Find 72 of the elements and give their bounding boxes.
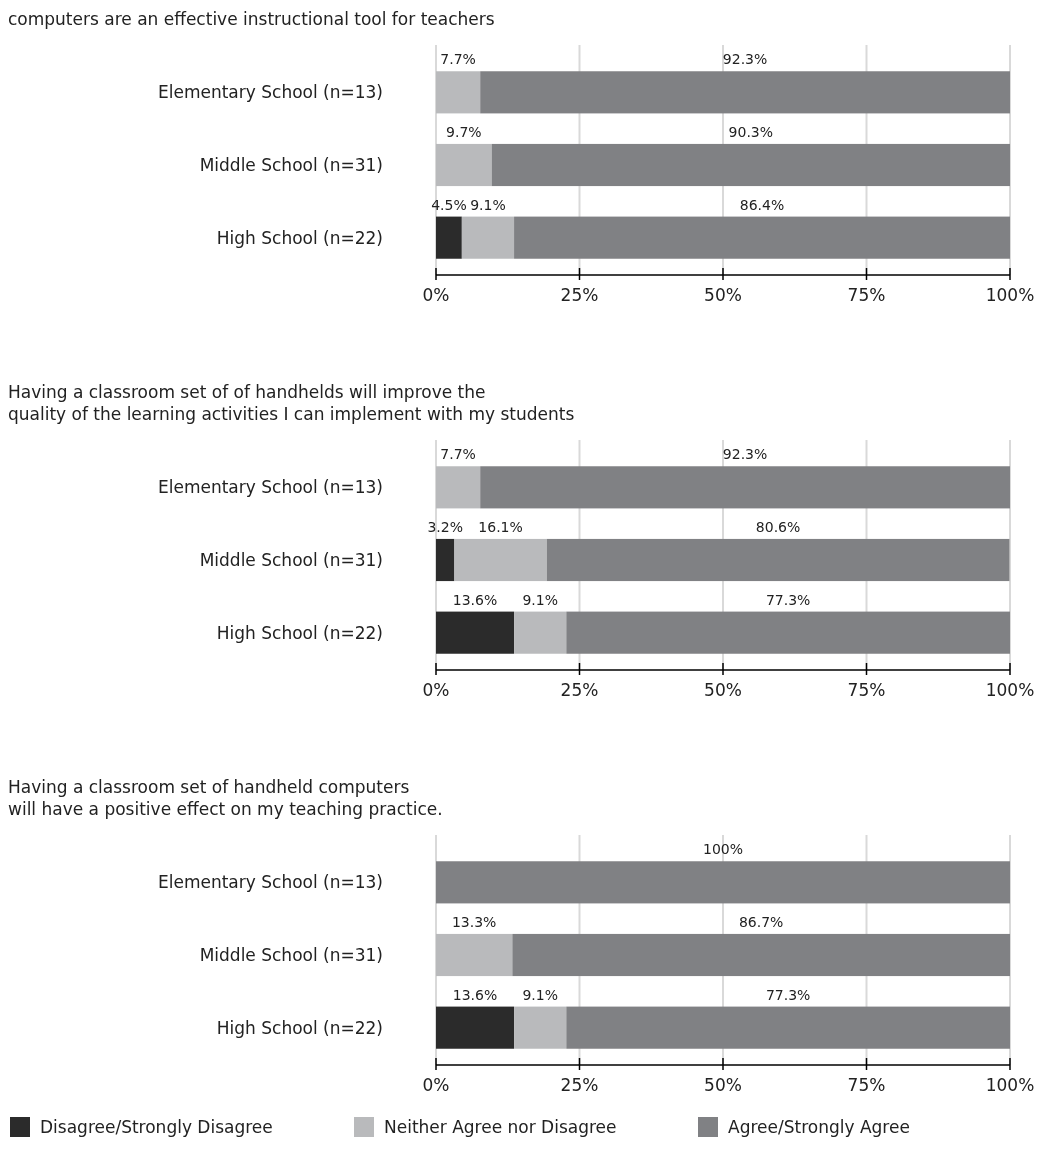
x-tick-label: 100% [985,1075,1035,1095]
bar [512,933,1010,977]
data-label: 92.3% [722,446,768,463]
x-tick-label: 25% [560,1075,599,1095]
data-label: 77.3% [765,591,811,608]
data-label: 100% [702,841,744,858]
data-label: 9.7% [446,123,482,140]
bar [436,216,462,259]
data-label: 13.3% [451,913,497,930]
bar [436,611,515,654]
data-label: 9.1% [522,591,558,608]
data-label: 86.4% [739,196,785,213]
bar [514,611,567,654]
bar [514,216,1010,259]
x-tick-label: 0% [422,1075,450,1095]
bar [436,71,481,114]
data-label: 9.1% [522,986,558,1003]
y-tick-label: High School (n=22) [216,622,383,643]
legend-label: Disagree/Strongly Disagree [40,1117,273,1137]
y-tick-label: Elementary School (n=13) [157,872,383,893]
bar [436,861,1010,904]
data-label: 7.7% [440,446,476,463]
bar [436,466,481,509]
x-tick-label: 75% [847,680,886,700]
x-tick-label: 100% [985,285,1035,305]
x-tick-label: 50% [704,680,742,700]
data-label: 13.6% [452,591,498,608]
bar [454,538,547,582]
text: computers are an effective instructional tool for teachers [8,9,495,29]
data-label: 16.1% [478,518,523,535]
text: Having a classroom set of of handhelds will improve the quality of the learning activities I can implement with my students [8,382,575,424]
bar [436,538,455,582]
bar [546,538,1010,582]
data-label: 90.3% [728,123,774,140]
x-tick-label: 25% [560,680,599,700]
data-label: 9.1% [470,196,506,213]
bar [436,143,492,187]
data-label: 86.7% [738,913,784,930]
bar [436,933,513,977]
y-tick-label: High School (n=22) [216,1017,383,1038]
data-label: 80.6% [755,518,801,535]
data-label: 77.3% [765,986,811,1003]
data-label: 13.6% [452,986,498,1003]
bar [566,1006,1010,1049]
data-label: 92.3% [722,51,768,68]
bar [480,71,1010,114]
x-tick-label: 0% [422,285,450,305]
text: Having a classroom set of handheld computers will have a positive effect on my teaching practice. [8,777,443,819]
x-tick-label: 75% [847,1075,886,1095]
x-tick-label: 50% [704,285,742,305]
y-tick-label: Middle School (n=31) [199,549,383,570]
bar [461,216,515,259]
data-label: 7.7% [440,51,476,68]
y-tick-label: Middle School (n=31) [199,944,383,965]
bar [566,611,1010,654]
bar [491,143,1010,187]
y-tick-label: Middle School (n=31) [199,154,383,175]
bar [480,466,1010,509]
x-tick-label: 75% [847,285,886,305]
legend-label: Agree/Strongly Agree [728,1117,910,1137]
x-tick-label: 25% [560,285,599,305]
data-label: 3.2% [427,518,463,535]
x-tick-label: 0% [422,680,450,700]
data-label: 4.5% [431,196,467,213]
legend-label: Neither Agree nor Disagree [384,1117,617,1137]
x-tick-label: 50% [704,1075,742,1095]
x-tick-label: 100% [985,680,1035,700]
y-tick-label: Elementary School (n=13) [157,82,383,103]
y-tick-label: Elementary School (n=13) [157,477,383,498]
bar [514,1006,567,1049]
bar [436,1006,515,1049]
y-tick-label: High School (n=22) [216,227,383,248]
